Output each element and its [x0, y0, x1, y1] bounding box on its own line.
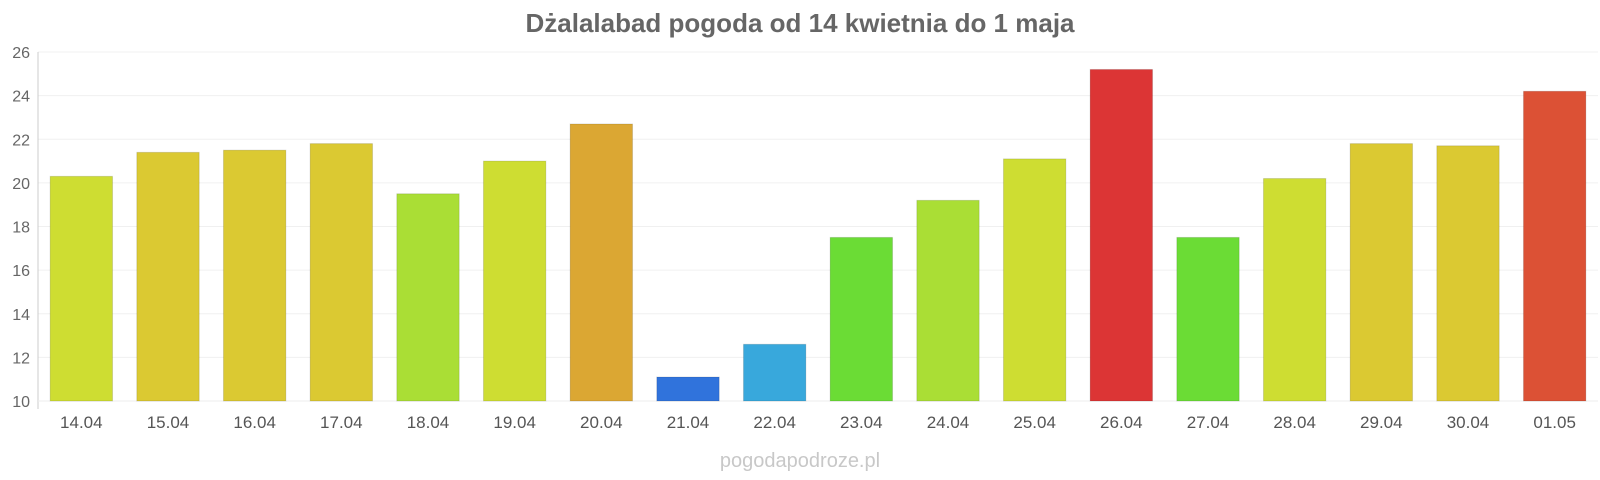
- x-tick-label: 29.04: [1360, 413, 1403, 432]
- bar-25.04: [1002, 158, 1067, 402]
- x-tick-label: 27.04: [1187, 413, 1230, 432]
- bar-14.04: [49, 175, 114, 402]
- x-tick-label: 25.04: [1013, 413, 1056, 432]
- bar-29.04: [1349, 143, 1414, 402]
- y-tick-label: 20: [12, 176, 30, 193]
- x-tick-labels: 14.04 15.04 16.04 17.04 18.04 19.04 20.04 21.04…: [60, 413, 1576, 432]
- bar-17.04: [309, 143, 374, 402]
- bar-30.04: [1436, 145, 1500, 402]
- y-tick-label: 16: [12, 263, 30, 280]
- y-tick-labels: 10 12 14 16 18 20 22 24 26: [12, 45, 30, 411]
- y-tick-label: 10: [12, 394, 30, 411]
- x-tick-label: 18.04: [407, 413, 450, 432]
- x-tick-label: 23.04: [840, 413, 883, 432]
- y-tick-label: 18: [12, 220, 30, 237]
- bar-27.04: [1176, 236, 1240, 402]
- bar-26.04: [1089, 68, 1154, 402]
- chart-title: Dżalalabad pogoda od 14 kwietnia do 1 ma…: [525, 8, 1075, 38]
- watermark: pogodapodroze.pl: [719, 450, 881, 472]
- bar-18.04: [396, 193, 460, 402]
- bar-20.04: [569, 123, 634, 402]
- x-tick-label: 30.04: [1447, 413, 1490, 432]
- bar-01.05: [1522, 90, 1587, 402]
- bar-21.04: [656, 376, 720, 402]
- bar-16.04: [222, 149, 287, 402]
- x-tick-label: 20.04: [580, 413, 623, 432]
- x-tick-label: 24.04: [927, 413, 970, 432]
- y-tick-label: 26: [12, 45, 30, 62]
- bar-19.04: [482, 160, 547, 402]
- x-tick-label: 01.05: [1533, 413, 1576, 432]
- x-tick-label: 14.04: [60, 413, 103, 432]
- x-tick-label: 28.04: [1273, 413, 1316, 432]
- bars: [49, 68, 1587, 402]
- x-tick-label: 22.04: [753, 413, 796, 432]
- x-tick-label: 17.04: [320, 413, 363, 432]
- x-tick-label: 19.04: [493, 413, 536, 432]
- bar-15.04: [136, 151, 200, 402]
- bar-24.04: [916, 199, 980, 402]
- x-tick-label: 15.04: [147, 413, 190, 432]
- grid-lines: [38, 51, 1598, 358]
- y-tick-label: 14: [12, 307, 30, 324]
- x-tick-label: 21.04: [667, 413, 710, 432]
- bar-28.04: [1262, 178, 1327, 402]
- y-tick-label: 24: [12, 89, 30, 106]
- y-tick-label: 22: [12, 132, 30, 149]
- x-tick-label: 26.04: [1100, 413, 1143, 432]
- x-tick-label: 16.04: [233, 413, 276, 432]
- y-tick-label: 12: [12, 350, 30, 367]
- bar-22.04: [742, 343, 807, 402]
- bar-23.04: [829, 236, 894, 402]
- axes: [37, 52, 1598, 409]
